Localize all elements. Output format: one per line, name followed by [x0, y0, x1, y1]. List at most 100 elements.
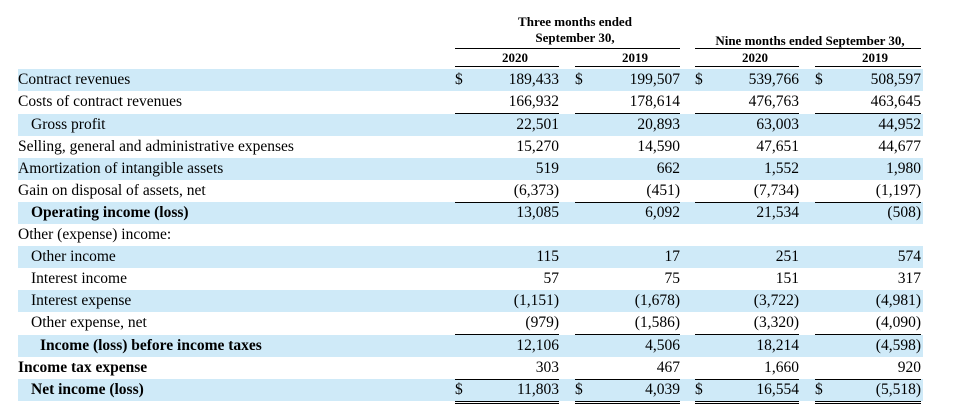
value-cell: (1,678)	[634, 292, 680, 309]
value-cell: (3,722)	[753, 292, 799, 309]
value-cell: 463,645	[870, 93, 921, 110]
value-cell: (4,981)	[875, 292, 921, 309]
header-underline	[455, 48, 680, 49]
value-cell: 476,763	[748, 93, 799, 110]
header-underline	[695, 48, 921, 49]
subtotal-rule	[575, 202, 680, 203]
value-cell: 151	[775, 270, 799, 287]
year-underline	[815, 66, 921, 67]
total-double-rule	[455, 401, 559, 404]
table-row: Costs of contract revenues 166,932 178,614…	[18, 91, 923, 113]
total-double-rule	[575, 401, 680, 404]
value-cell: 57	[543, 270, 560, 287]
year-header-2020-q: 2020	[502, 50, 528, 65]
subtotal-rule	[695, 113, 799, 114]
value-cell: (451)	[646, 182, 680, 199]
table-row: Interest expense (1,151) (1,678) (3,722) (4,…	[18, 290, 923, 312]
currency-symbol: $	[695, 71, 703, 88]
currency-symbol: $	[815, 71, 823, 88]
value-cell: (3,320)	[753, 314, 799, 331]
value-cell: 75	[664, 270, 681, 287]
subtotal-rule	[695, 379, 799, 380]
value-cell: 199,507	[629, 71, 680, 88]
subtotal-rule	[695, 202, 799, 203]
value-cell: 1,980	[886, 160, 921, 177]
value-cell: 303	[535, 359, 559, 376]
currency-symbol: $	[575, 71, 583, 88]
value-cell: (1,197)	[875, 182, 921, 199]
value-cell: (4,090)	[875, 314, 921, 331]
value-cell: 14,590	[637, 138, 680, 155]
value-cell: 20,893	[637, 116, 680, 133]
value-cell: 467	[656, 359, 680, 376]
header-three-months-line2: September 30,	[535, 30, 615, 45]
value-cell: 44,677	[878, 138, 921, 155]
value-cell: 115	[536, 248, 559, 265]
row-label: Contract revenues	[18, 71, 131, 88]
row-label: Interest income	[31, 270, 127, 287]
year-underline	[575, 66, 680, 67]
table-row: Contract revenues 189,433 $199,507 $539,766…	[18, 69, 923, 91]
currency-symbol: $	[575, 381, 583, 398]
row-label: Amortization of intangible assets	[18, 160, 224, 177]
value-cell: (979)	[525, 314, 559, 331]
value-cell: (1,151)	[513, 292, 559, 309]
value-cell: 539,766	[748, 71, 799, 88]
row-label: Income tax expense	[18, 359, 148, 376]
header-three-months-line1: Three months ended	[518, 14, 632, 29]
row-label: Gross profit	[31, 116, 106, 133]
value-cell: 13,085	[516, 204, 559, 221]
subtotal-rule	[695, 334, 799, 335]
value-cell: 1,552	[764, 160, 799, 177]
currency-symbol: $	[815, 381, 823, 398]
year-underline	[695, 66, 799, 67]
value-cell: 16,554	[756, 381, 799, 398]
value-cell: 574	[897, 248, 921, 265]
subtotal-rule	[815, 379, 921, 380]
table-row: Operating income (loss) 13,085 6,092 21,534…	[18, 202, 923, 224]
table-row: Gain on disposal of assets, net (6,373) (4…	[18, 180, 923, 202]
row-label: Net income (loss)	[31, 381, 144, 398]
table-row: Selling, general and administrative expe…	[18, 136, 923, 158]
total-double-rule	[815, 401, 921, 404]
value-cell: (508)	[887, 204, 921, 221]
value-cell: 18,214	[756, 337, 799, 354]
row-label: Interest expense	[31, 292, 132, 309]
header-nine-months-line: Nine months ended September 30,	[715, 33, 905, 48]
subtotal-rule	[575, 334, 680, 335]
subtotal-rule	[815, 113, 921, 114]
column-header-three-months: Three months ended September 30,	[470, 14, 680, 46]
column-header-nine-months: Nine months ended September 30,	[690, 33, 930, 49]
subtotal-rule	[455, 113, 559, 114]
table-row: Net income (loss) 11,803 $4,039 $16,554 $ (5,…	[18, 379, 923, 401]
year-underline	[455, 66, 559, 67]
table-row: Other income 115 17 251 574	[18, 246, 923, 268]
value-cell: 662	[656, 160, 680, 177]
subtotal-rule	[455, 334, 559, 335]
table-row: Interest income 57 75 151 317	[18, 268, 923, 290]
value-cell: 251	[775, 248, 799, 265]
value-cell: (6,373)	[513, 182, 559, 199]
value-cell: 44,952	[878, 116, 921, 133]
subtotal-rule	[455, 379, 559, 380]
subtotal-rule	[815, 334, 921, 335]
value-cell: 4,039	[645, 381, 680, 398]
value-cell: 189,433	[508, 71, 559, 88]
row-label: Gain on disposal of assets, net	[18, 182, 206, 199]
value-cell: 178,614	[629, 93, 680, 110]
currency-symbol: $	[455, 71, 463, 88]
row-label: Income (loss) before income taxes	[40, 337, 262, 354]
value-cell: 6,092	[645, 204, 680, 221]
value-cell: 4,506	[645, 337, 680, 354]
value-cell: 317	[897, 270, 921, 287]
table-row: Gross profit 22,501 20,893 63,003 44,952	[18, 114, 923, 136]
value-cell: 63,003	[756, 116, 799, 133]
year-header-2020-n: 2020	[742, 50, 768, 65]
currency-symbol: $	[695, 381, 703, 398]
value-cell: 508,597	[870, 71, 921, 88]
row-label: Other income	[31, 248, 116, 265]
subtotal-rule	[575, 379, 680, 380]
currency-symbol: $	[455, 381, 463, 398]
subtotal-rule	[815, 202, 921, 203]
value-cell: 11,803	[516, 381, 559, 398]
